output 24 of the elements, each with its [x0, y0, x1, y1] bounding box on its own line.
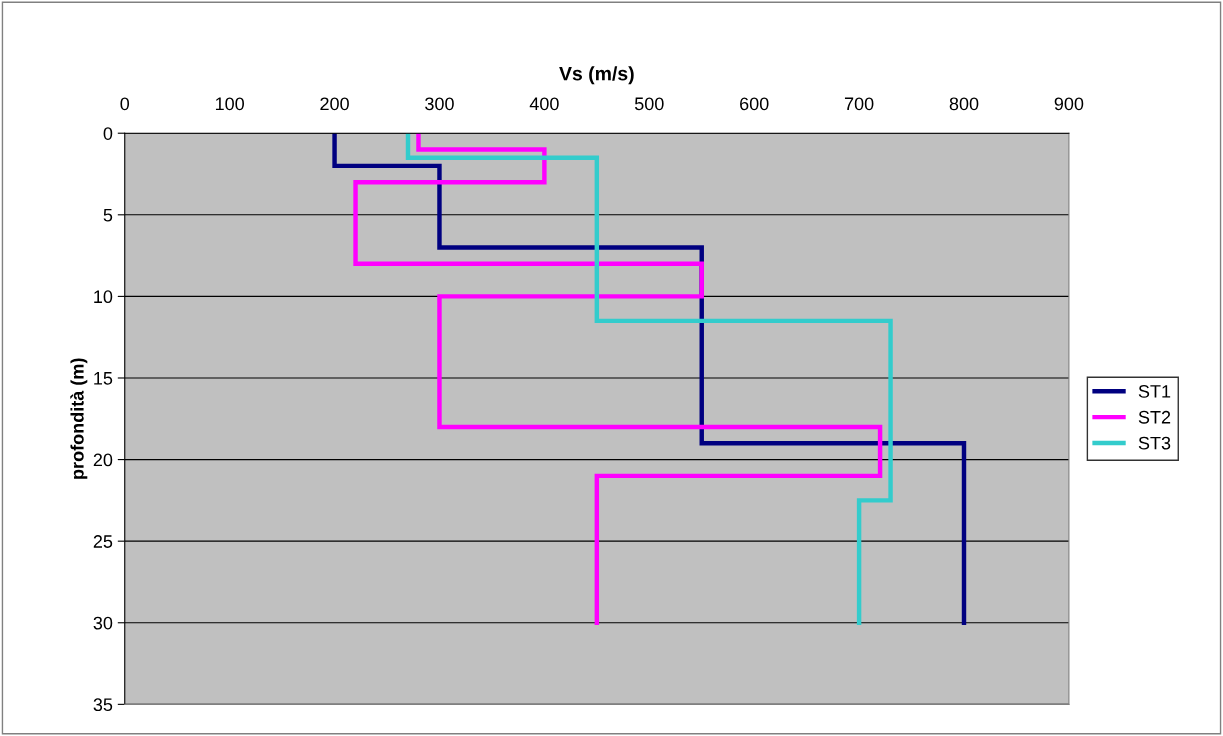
x-tick-label: 0: [120, 97, 130, 111]
x-tick-label: 100: [215, 97, 245, 111]
x-tick-label: 700: [844, 97, 874, 111]
y-tick-label: 10: [94, 290, 113, 304]
y-tick-label: 35: [93, 698, 113, 712]
x-tick-label: 600: [740, 97, 769, 111]
x-axis-title: Vs (m/s): [559, 66, 634, 85]
y-tick-label: 5: [103, 208, 113, 222]
x-tick-label: 300: [425, 97, 454, 111]
x-tick-label: 800: [949, 97, 979, 111]
x-tick-label: 900: [1054, 97, 1084, 111]
x-tick-label: 400: [529, 97, 559, 111]
legend-label: ST3: [1138, 436, 1171, 450]
y-axis-title: profondità (m): [70, 358, 88, 479]
y-tick-label: 15: [94, 372, 113, 385]
legend-label: ST2: [1138, 410, 1171, 424]
y-tick-label: 0: [103, 127, 113, 140]
x-tick-label: 200: [320, 97, 349, 111]
y-tick-label: 25: [93, 535, 113, 548]
line-series: [332, 133, 967, 625]
y-tick-label: 30: [93, 616, 113, 630]
y-tick-label: 20: [93, 453, 113, 467]
x-tick-label: 500: [634, 97, 664, 111]
legend-label: ST1: [1138, 384, 1171, 398]
